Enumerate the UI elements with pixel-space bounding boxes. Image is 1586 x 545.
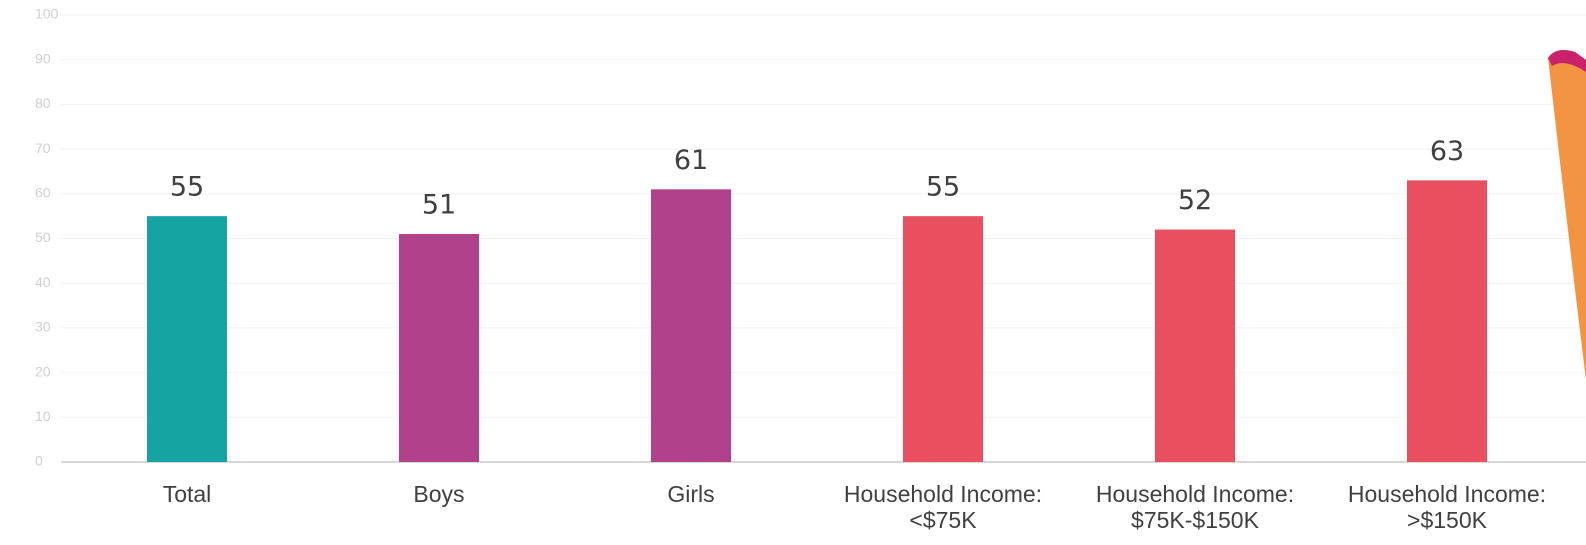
- decoration: [1548, 50, 1586, 72]
- y-tick-label: 20: [35, 363, 51, 379]
- y-tick-label: 0: [35, 453, 43, 469]
- bar: [147, 216, 227, 462]
- bar: [1155, 229, 1235, 462]
- bar: [1407, 180, 1487, 462]
- x-tick-label: Household Income: <$75K: [843, 481, 1043, 533]
- y-tick-label: 70: [35, 140, 51, 156]
- y-tick-label: 40: [35, 274, 51, 290]
- x-tick-label: Household Income: $75K-$150K: [1095, 481, 1295, 533]
- x-tick-label: Boys: [413, 481, 465, 507]
- x-tick-label: Total: [162, 481, 212, 507]
- value-label: 61: [674, 145, 708, 176]
- y-tick-label: 100: [35, 6, 59, 22]
- value-label: 55: [170, 172, 204, 203]
- y-tick-label: 90: [35, 50, 51, 66]
- decoration: [1548, 50, 1586, 380]
- bar: [651, 189, 731, 462]
- value-label: 51: [422, 190, 456, 221]
- y-tick-label: 50: [35, 229, 51, 245]
- bar: [399, 234, 479, 462]
- y-tick-label: 80: [35, 95, 51, 111]
- value-label: 63: [1430, 136, 1464, 167]
- x-tick-label: Household Income: >$150K: [1347, 481, 1547, 533]
- bar: [903, 216, 983, 462]
- y-tick-label: 30: [35, 319, 51, 335]
- y-tick-label: 10: [35, 408, 51, 424]
- value-label: 52: [1178, 185, 1212, 216]
- y-tick-label: 60: [35, 185, 51, 201]
- value-label: 55: [926, 172, 960, 203]
- x-tick-label: Girls: [667, 481, 715, 507]
